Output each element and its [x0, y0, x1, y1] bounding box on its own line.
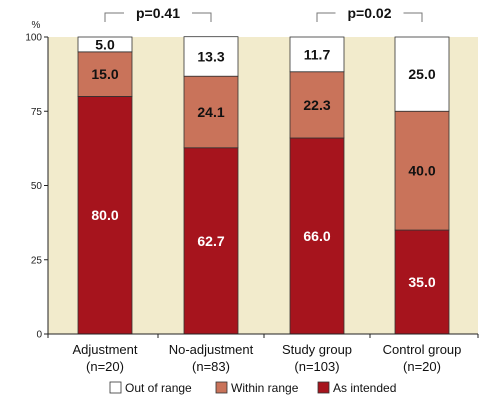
x-category-label: Control group	[383, 342, 462, 357]
bar-segment	[77, 51, 133, 97]
y-tick-label: 0	[36, 330, 42, 341]
x-category-n: (n=20)	[86, 359, 124, 374]
bar-segment	[394, 110, 450, 231]
y-tick-label: 50	[31, 181, 43, 192]
p-value-label: p=0.41	[136, 5, 180, 21]
x-category-n: (n=103)	[294, 359, 339, 374]
y-tick-label: 100	[25, 33, 42, 44]
data-label: 62.7	[197, 233, 224, 249]
x-category-n: (n=20)	[403, 359, 441, 374]
y-tick-label: 75	[31, 107, 43, 118]
data-label: 66.0	[303, 228, 330, 244]
bracket-left	[316, 12, 336, 22]
bars: 80.0 15.0 5.0 62.7 24.1 13.3 66.0 22.3 11.7 35.0 4…	[77, 36, 450, 335]
legend-label: Within range	[231, 381, 299, 395]
data-label: 13.3	[197, 48, 224, 64]
legend-swatch	[317, 381, 330, 394]
significance-annotations: p=0.41 p=0.02	[104, 5, 423, 22]
bar-segment	[77, 96, 133, 335]
bar-segment	[289, 36, 345, 73]
x-category-label: No-adjustment	[169, 342, 254, 357]
bar-segment	[289, 71, 345, 139]
legend: Out of range Within range As intended	[109, 381, 396, 395]
data-label: 11.7	[304, 46, 331, 62]
bar-segment	[183, 147, 239, 335]
data-label: 80.0	[91, 207, 118, 223]
y-axis: % 0 25 50 75 100	[25, 20, 49, 341]
data-label: 5.0	[95, 36, 115, 52]
bar-segment	[183, 75, 239, 149]
legend-label: Out of range	[125, 381, 192, 395]
x-category-n: (n=83)	[192, 359, 230, 374]
x-category-label: Study group	[282, 342, 352, 357]
x-axis: Adjustment (n=20) No-adjustment (n=83) Study…	[47, 333, 479, 374]
x-category-label: Adjustment	[72, 342, 137, 357]
bracket-right	[192, 12, 212, 22]
bar-segment	[289, 137, 345, 335]
bar-segment	[394, 229, 450, 335]
bar-segment	[394, 36, 450, 112]
y-axis-label: %	[32, 20, 41, 31]
data-label: 24.1	[197, 104, 224, 120]
data-label: 15.0	[91, 66, 118, 82]
bracket-left	[104, 12, 124, 22]
legend-swatch	[109, 381, 122, 394]
legend-swatch	[215, 381, 228, 394]
data-label: 25.0	[408, 66, 435, 82]
bar-segment	[77, 36, 133, 53]
p-value-label: p=0.02	[348, 5, 392, 21]
data-label: 35.0	[408, 274, 435, 290]
data-label: 22.3	[303, 97, 330, 113]
bracket-right	[403, 12, 423, 22]
y-tick-label: 25	[31, 255, 43, 266]
legend-label: As intended	[333, 381, 396, 395]
bar-segment	[183, 36, 239, 77]
data-label: 40.0	[408, 163, 435, 179]
